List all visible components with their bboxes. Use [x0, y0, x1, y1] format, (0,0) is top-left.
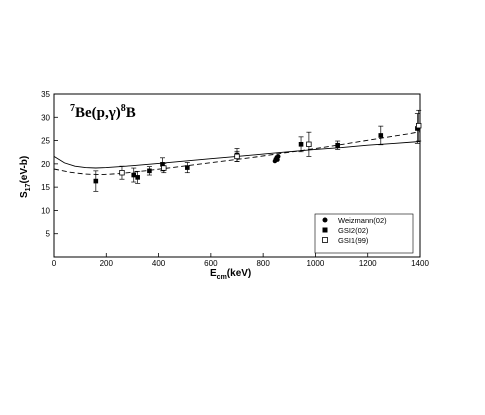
data-point-gsi2	[147, 168, 152, 174]
annotation-sup-left: 7	[70, 103, 75, 114]
legend: Weizmann(02) GSI2(02) GSI1(99)	[314, 213, 414, 254]
y-axis-title: S17(eV-b)	[19, 156, 32, 198]
y-tick-label: 10	[41, 206, 50, 215]
y-tick-label: 20	[41, 160, 50, 169]
y-tick-label: 15	[41, 183, 50, 192]
y-tick-label: 5	[46, 230, 51, 239]
x-axis-title-unit: (keV)	[227, 268, 251, 279]
y-tick-label: 35	[41, 90, 50, 99]
y-axis-title-main: S	[19, 191, 30, 198]
legend-label-weizmann: Weizmann(02)	[338, 216, 387, 225]
x-tick-label: 1400	[411, 259, 429, 268]
x-tick-label: 400	[152, 259, 166, 268]
legend-box	[314, 213, 414, 254]
legend-marker-gsi1	[322, 237, 328, 243]
x-tick-label: 200	[100, 259, 114, 268]
annotation-tail: B	[126, 105, 136, 121]
x-tick-label: 800	[256, 259, 270, 268]
legend-label-gsi1: GSI1(99)	[338, 236, 369, 245]
data-point-gsi1	[306, 141, 312, 147]
data-point-gsi2	[185, 165, 190, 170]
annotation-main: Be(p,γ)	[75, 105, 121, 121]
data-point-gsi2	[135, 175, 140, 180]
data-point-gsi2	[160, 162, 165, 167]
y-axis-title-unit: (eV-b)	[19, 156, 30, 184]
data-point-gsi1	[234, 153, 240, 160]
x-axis-title-main: E	[210, 268, 217, 279]
legend-marker-weizmann	[322, 217, 328, 223]
y-axis-title-sub: 17	[25, 183, 32, 191]
data-point-gsi2	[93, 178, 99, 184]
marks-layer	[93, 109, 422, 192]
data-point-gsi2	[378, 133, 384, 138]
y-tick-label: 25	[41, 137, 50, 146]
plot-frame	[53, 93, 421, 258]
x-axis-title: Ecm(keV)	[210, 268, 251, 281]
x-tick-label: 1200	[359, 259, 377, 268]
legend-marker-gsi2	[322, 227, 328, 233]
data-point-gsi1	[119, 170, 125, 176]
ticks-layer: 0 200 400 600 800 1000 1200 1400 5 10 15 20 25 30 35	[41, 90, 429, 268]
data-point-gsi2	[298, 141, 304, 147]
data-point-gsi1	[415, 122, 422, 129]
x-tick-label: 600	[204, 259, 218, 268]
x-tick-label: 1000	[307, 259, 325, 268]
legend-label-gsi2: GSI2(02)	[338, 226, 369, 235]
y-tick-label: 30	[41, 113, 50, 122]
chart-annotation: 7Be(p,γ)8B	[70, 103, 136, 121]
data-point-gsi2	[415, 126, 420, 131]
data-point-gsi2	[335, 142, 340, 148]
data-point-gsi1	[161, 165, 167, 171]
x-axis-title-sub: cm	[217, 274, 227, 281]
data-point-weizmann	[276, 154, 281, 159]
curve-solid	[53, 141, 421, 169]
x-tick-label: 0	[52, 259, 57, 268]
annotation-sup-right: 8	[121, 103, 126, 114]
data-point-gsi2	[131, 172, 137, 178]
